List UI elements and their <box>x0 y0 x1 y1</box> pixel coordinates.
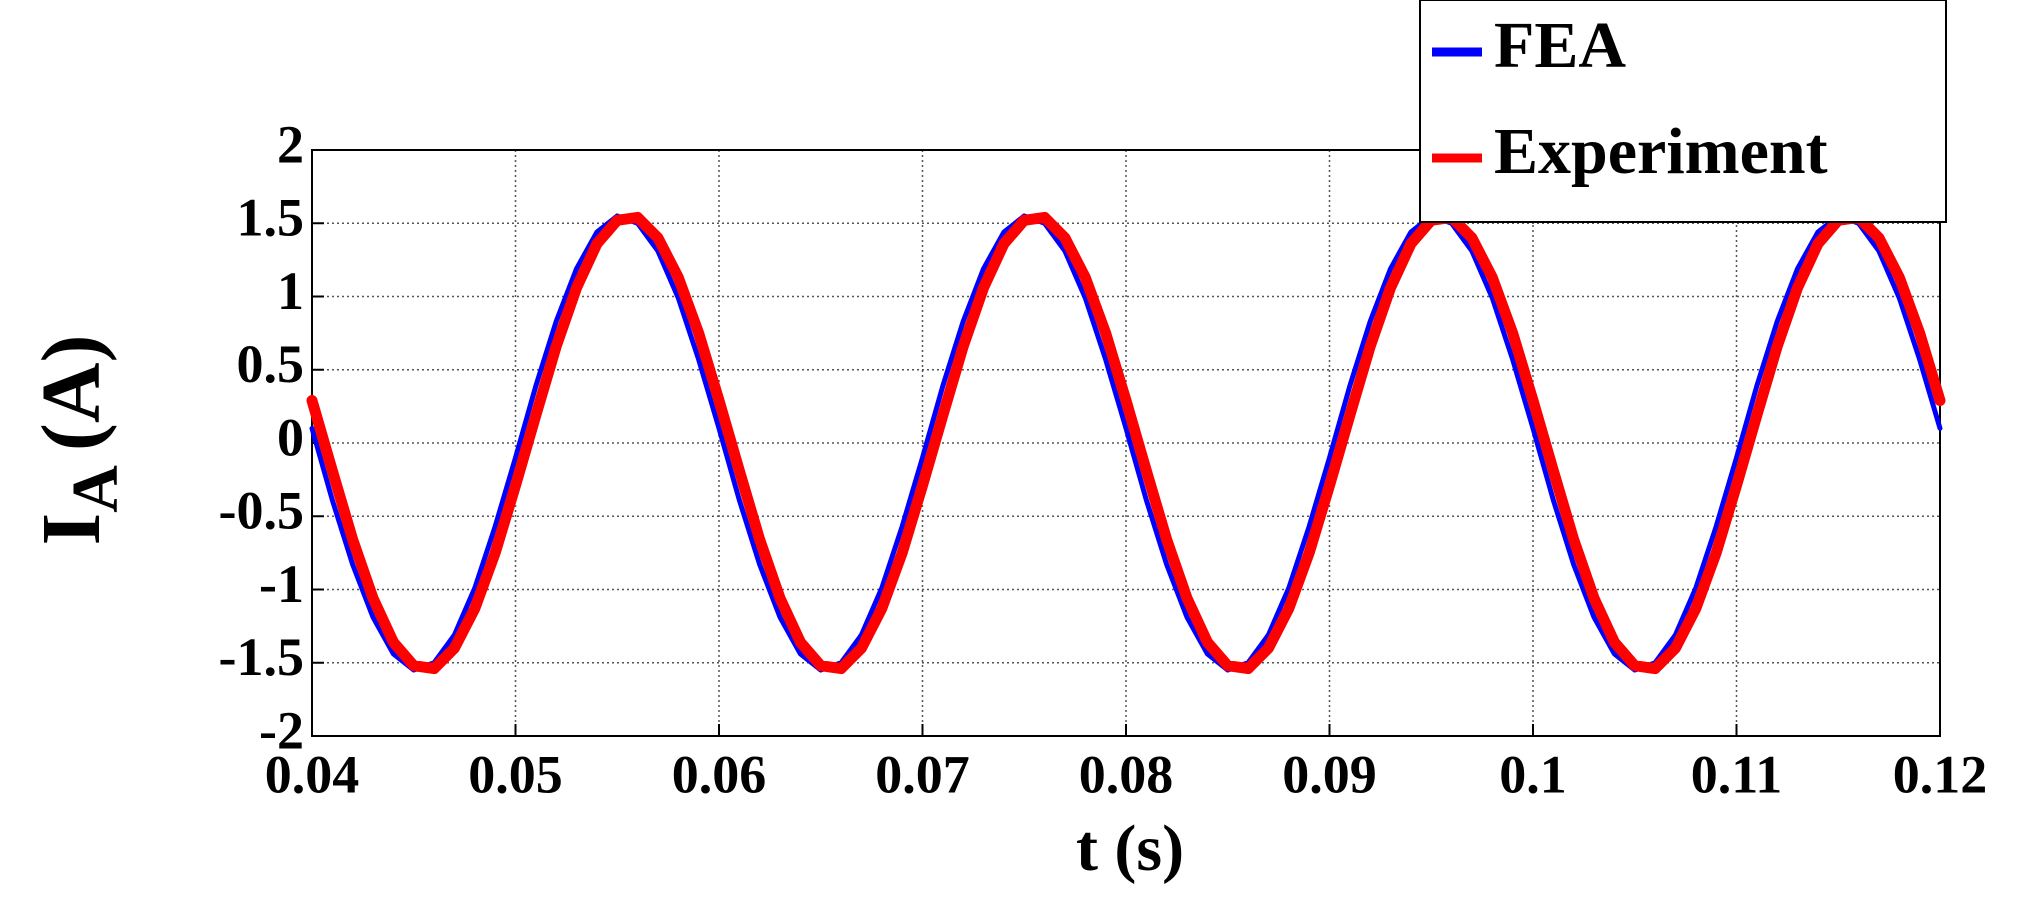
x-tick-label: 0.04 <box>265 744 360 804</box>
legend: FEA Experiment <box>1419 0 1947 223</box>
grid <box>311 149 1941 737</box>
y-tick-label: 2 <box>277 114 304 174</box>
y-tick-label: -1 <box>259 554 304 614</box>
x-tick-label: 0.05 <box>468 744 563 804</box>
legend-label: Experiment <box>1494 115 1828 188</box>
line-series <box>309 213 1943 673</box>
x-tick-label: 0.12 <box>1893 744 1988 804</box>
x-tick-label: 0.11 <box>1691 744 1783 804</box>
y-tick-label: 0.5 <box>237 334 305 394</box>
x-tick-label: 0.06 <box>672 744 767 804</box>
plot <box>306 211 1946 675</box>
x-tick-label: 0.09 <box>1282 744 1377 804</box>
y-tick-label: 0 <box>277 407 304 467</box>
line-series <box>306 211 1946 675</box>
legend-box <box>1419 0 1947 223</box>
y-tick-label: 1.5 <box>237 188 305 248</box>
x-tick-label: 0.08 <box>1079 744 1174 804</box>
y-label-sub: A <box>59 465 132 513</box>
legend-label: FEA <box>1494 9 1626 82</box>
y-tick-label: -0.5 <box>219 481 304 541</box>
y-axis-label: IA (A) <box>25 335 132 546</box>
y-label-main: I <box>25 513 118 546</box>
x-tick-label: 0.1 <box>1499 744 1567 804</box>
y-label-unit: (A) <box>25 335 118 452</box>
plot-frame <box>311 149 1941 737</box>
y-tick-label: 1 <box>277 261 304 321</box>
y-tick-label: -1.5 <box>219 627 304 687</box>
x-tick-label: 0.07 <box>875 744 970 804</box>
y-tick-label: -2 <box>259 700 304 760</box>
x-axis-label: t (s) <box>1076 812 1184 885</box>
labels: -2 -1.5 -1 -0.5 0 0.5 1 1.5 2 0.04 0.05 0.06 0.07 0.0… <box>219 114 1988 804</box>
